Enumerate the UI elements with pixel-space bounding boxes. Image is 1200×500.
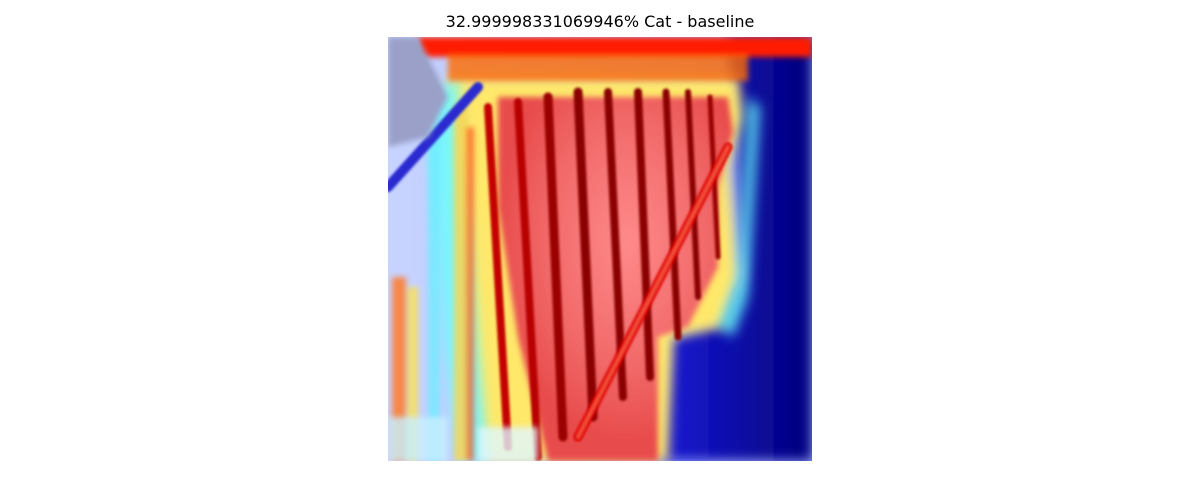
figure-title: 32.999998331069946% Cat - baseline xyxy=(0,11,1200,33)
gradcam-heatmap-image xyxy=(388,37,812,461)
